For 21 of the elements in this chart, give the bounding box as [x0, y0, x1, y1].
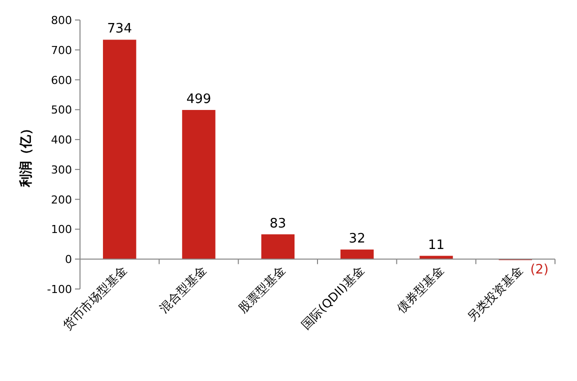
y-tick-label: 700: [51, 44, 72, 57]
data-label: 83: [270, 216, 286, 232]
y-tick-label: 800: [51, 14, 72, 27]
y-tick-label: 400: [51, 134, 72, 147]
data-label: 499: [186, 92, 212, 107]
x-tick-label: 债券型基金: [394, 263, 446, 316]
x-tick-label: 混合型基金: [156, 263, 209, 316]
data-label: 32: [348, 232, 366, 247]
y-tick-label: 200: [51, 193, 72, 206]
data-label: (2): [530, 262, 549, 278]
y-tick-label: 100: [51, 223, 72, 236]
data-label: 11: [428, 238, 445, 253]
y-tick-label: 300: [51, 163, 72, 176]
data-label: 734: [107, 22, 132, 37]
x-tick-label: 另类投资基金: [464, 263, 526, 324]
y-tick-label: 0: [65, 253, 72, 266]
y-tick-label: -100: [47, 283, 72, 296]
y-axis-title: 利润（亿）: [18, 122, 34, 188]
y-tick-label: 500: [51, 104, 72, 117]
x-tick-label: 股票型基金: [236, 263, 288, 316]
y-tick-label: 600: [51, 74, 72, 87]
